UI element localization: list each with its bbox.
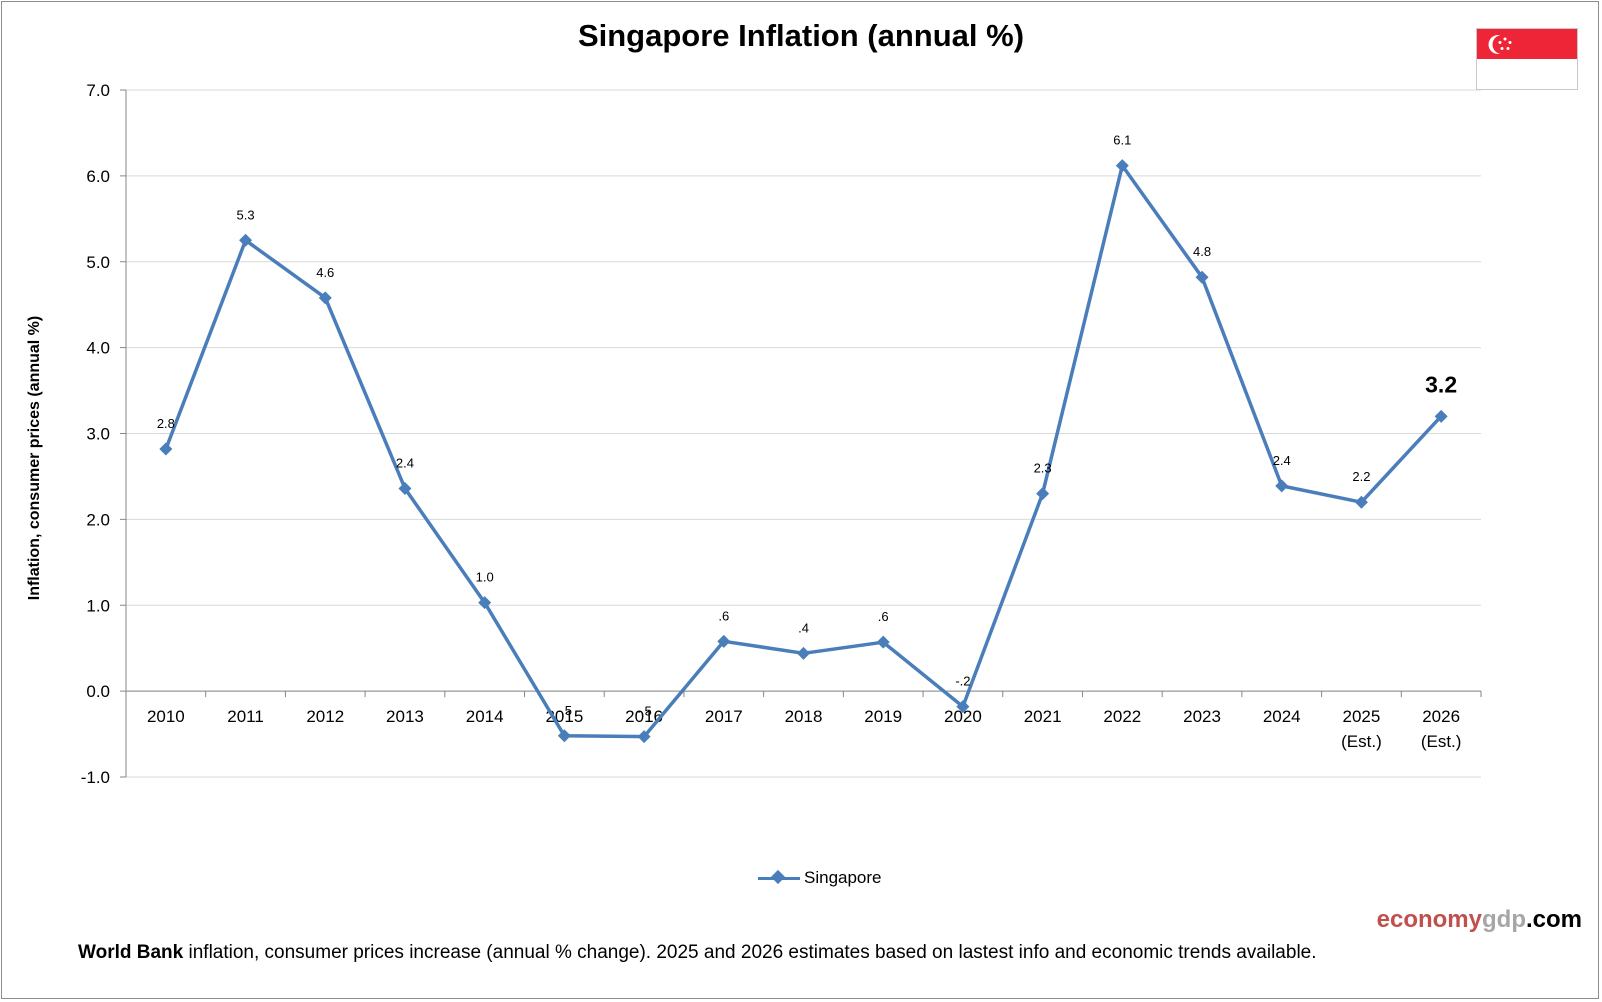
series-markers bbox=[159, 159, 1448, 744]
data-point-marker bbox=[318, 291, 332, 305]
x-tick-label: 2014 bbox=[466, 707, 504, 726]
data-point-marker bbox=[797, 646, 810, 660]
x-tick-label: 2025 (Est.) bbox=[1341, 707, 1382, 751]
y-tick-label: 3.0 bbox=[86, 425, 110, 444]
brand-part-1: economy bbox=[1376, 906, 1482, 933]
x-tick-label: 2019 bbox=[864, 707, 902, 726]
brand-part-2: gdp bbox=[1482, 906, 1526, 933]
x-tick-label: 2026 (Est.) bbox=[1421, 707, 1462, 751]
data-point-marker bbox=[557, 729, 571, 743]
legend-label: Singapore bbox=[804, 868, 882, 887]
y-tick-label: 1.0 bbox=[86, 596, 110, 615]
gridlines bbox=[126, 89, 1481, 778]
footnote: World Bank inflation, consumer prices in… bbox=[78, 942, 1317, 964]
y-tick-label: 6.0 bbox=[86, 167, 110, 186]
x-tick-label: 2022 bbox=[1103, 707, 1141, 726]
data-label: 5.3 bbox=[237, 207, 255, 222]
legend-swatch bbox=[758, 869, 800, 885]
singapore-flag-icon bbox=[1476, 28, 1578, 90]
data-label: -.5 bbox=[637, 704, 652, 719]
x-tick-label: 2016 bbox=[625, 707, 663, 726]
x-tick-label: 2021 bbox=[1024, 707, 1062, 726]
data-point-marker bbox=[1275, 479, 1289, 493]
data-label: 2.3 bbox=[1034, 461, 1052, 476]
data-point-marker bbox=[1195, 270, 1209, 284]
x-tick-labels: 2010 2011 2012 2013 2014 2015 2016 2017 2018 2019… bbox=[147, 707, 1462, 751]
footnote-source: World Bank bbox=[78, 942, 184, 963]
data-label: .6 bbox=[878, 609, 889, 624]
x-tick-label: 2013 bbox=[386, 707, 424, 726]
legend: Singapore bbox=[758, 868, 882, 888]
data-point-marker bbox=[637, 730, 651, 744]
y-tick-label: 4.0 bbox=[86, 339, 110, 358]
brand-part-3: .com bbox=[1525, 906, 1582, 933]
x-tick-label: 2017 bbox=[705, 707, 743, 726]
data-label: 4.6 bbox=[316, 265, 334, 280]
x-tick-label: 2012 bbox=[306, 707, 344, 726]
chart-title: Singapore Inflation (annual %) bbox=[577, 18, 1025, 53]
data-label: -.2 bbox=[955, 674, 970, 689]
y-tick-label: 0.0 bbox=[86, 682, 110, 701]
data-label: 4.8 bbox=[1193, 244, 1211, 259]
data-label: 2.2 bbox=[1352, 469, 1370, 484]
data-point-marker bbox=[1434, 409, 1448, 423]
y-tick-label: 5.0 bbox=[86, 253, 110, 272]
y-tick-labels: -1.0 0.0 1.0 2.0 3.0 4.0 5.0 6.0 7.0 bbox=[81, 81, 110, 787]
data-point-marker bbox=[1115, 159, 1129, 173]
data-point-marker bbox=[239, 233, 253, 247]
data-point-marker bbox=[876, 635, 890, 649]
data-label: 3.2 bbox=[1425, 371, 1457, 397]
y-tick-label: 7.0 bbox=[86, 81, 110, 100]
x-tick-label: 2020 bbox=[944, 707, 982, 726]
x-tick-label: 2010 bbox=[147, 707, 185, 726]
data-label: .4 bbox=[798, 620, 809, 635]
x-tick-label: 2024 bbox=[1263, 707, 1301, 726]
data-label: 1.0 bbox=[476, 570, 494, 585]
data-point-marker bbox=[398, 481, 412, 495]
y-tick-label: 2.0 bbox=[86, 510, 110, 529]
footnote-text: inflation, consumer prices increase (ann… bbox=[183, 942, 1317, 963]
data-label: .6 bbox=[718, 608, 729, 623]
x-tick-label: 2023 bbox=[1183, 707, 1221, 726]
data-label: -.5 bbox=[557, 703, 572, 718]
x-tick-label: 2011 bbox=[227, 707, 264, 726]
data-label: 2.8 bbox=[157, 416, 175, 431]
data-point-marker bbox=[1036, 487, 1050, 501]
x-tick-label: 2018 bbox=[785, 707, 823, 726]
brand-watermark: economygdp.com bbox=[1377, 906, 1582, 934]
data-labels: 2.8 5.3 4.6 2.4 1.0 -.5 -.5 .6 .4 .6 -.2 2.3 6.1 4.8 2… bbox=[157, 133, 1457, 719]
data-point-marker bbox=[478, 596, 492, 610]
axes bbox=[120, 89, 1482, 778]
data-label: 2.4 bbox=[1273, 453, 1291, 468]
data-label: 6.1 bbox=[1113, 133, 1131, 148]
y-tick-label: -1.0 bbox=[81, 768, 110, 787]
data-point-marker bbox=[1354, 495, 1368, 509]
data-point-marker bbox=[956, 700, 970, 714]
data-point-marker bbox=[159, 442, 173, 456]
data-point-marker bbox=[717, 634, 731, 648]
data-label: 2.4 bbox=[396, 455, 414, 470]
